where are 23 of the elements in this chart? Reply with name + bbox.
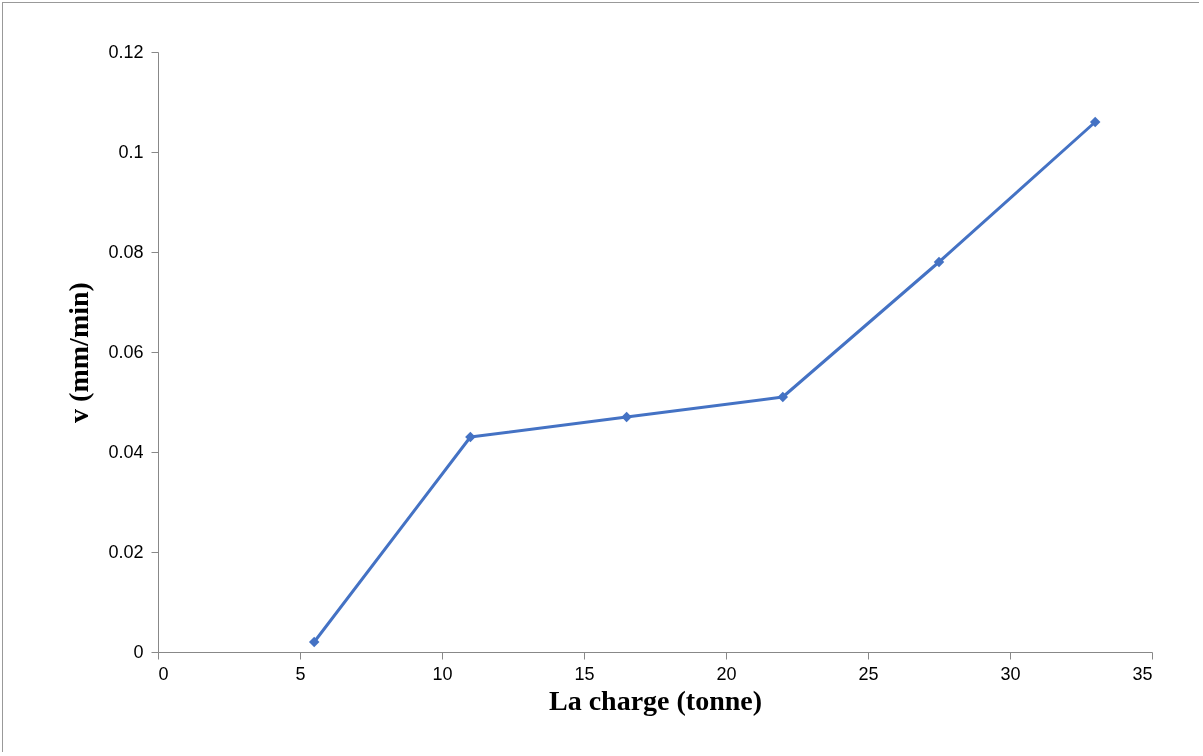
point <box>1089 116 1101 128</box>
x-tick-label: 35 <box>1132 663 1153 684</box>
x-tick-label: 5 <box>295 663 306 684</box>
x-tick-label: 10 <box>432 663 453 684</box>
y-axis-title: v (mm/min) <box>63 282 95 423</box>
y-tick-label: 0.1 <box>118 141 144 162</box>
y-tick-label: 0.02 <box>108 541 144 562</box>
x-tick-label: 20 <box>716 663 737 684</box>
point <box>465 431 476 443</box>
x-axis-title: La charge (tonne) <box>548 684 763 716</box>
y-tick-label: 0.12 <box>108 41 144 62</box>
point <box>933 256 945 268</box>
point <box>308 636 320 648</box>
x-tick-label: 25 <box>858 663 879 684</box>
y-tick-label: 0 <box>133 641 144 662</box>
y-tick-label: 0.08 <box>108 241 144 262</box>
point <box>621 411 632 423</box>
y-tick-label: 0.06 <box>108 341 144 362</box>
x-tick-label: 15 <box>574 663 595 684</box>
y-tick-label: 0.04 <box>108 441 144 462</box>
x-tick-label: 0 <box>158 663 169 684</box>
x-tick-label: 30 <box>1000 663 1021 684</box>
point <box>777 391 789 403</box>
